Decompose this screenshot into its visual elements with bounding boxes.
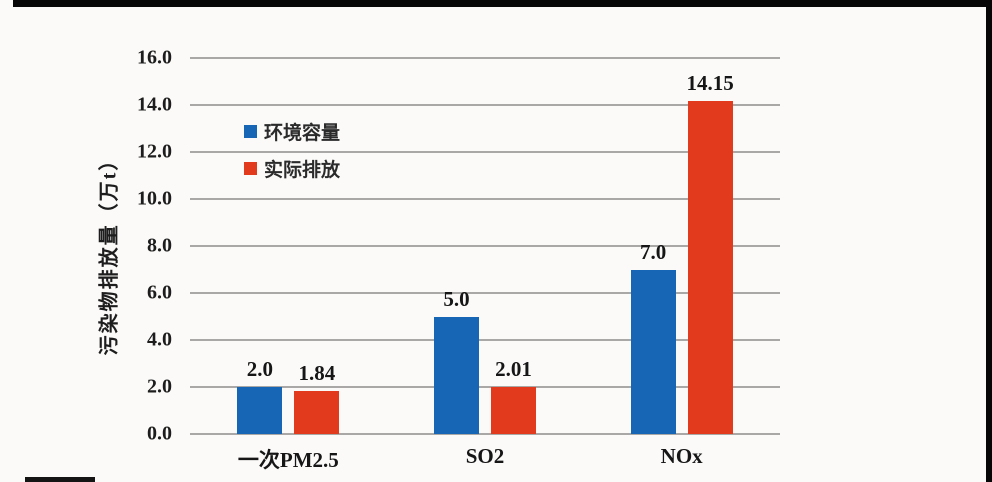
y-tick-label: 10.0 [137, 187, 172, 210]
y-tick-label: 6.0 [147, 281, 172, 304]
bar-value-label: 1.84 [298, 360, 336, 385]
screen-edge-bottom-left [25, 477, 95, 482]
category-label-0: 一次PM2.5 [237, 448, 339, 472]
bar-capacity-1 [434, 316, 479, 434]
gridline [190, 104, 780, 106]
legend-swatch-icon [244, 162, 257, 175]
bar-value-label: 5.0 [443, 286, 470, 311]
legend-label: 环境容量 [264, 123, 341, 144]
gridline [190, 339, 780, 341]
bar-value-label: 14.15 [686, 71, 734, 96]
gridline [190, 245, 780, 247]
plot-area: 环境容量实际排放 2.0 1.84 一次PM2.5 5.0 2.01 SO2 7.0 14.1… [190, 57, 780, 472]
bar-capacity-2 [630, 269, 676, 434]
bar-actual-0 [294, 390, 340, 434]
category-label-1: SO2 [465, 444, 505, 468]
y-tick-label: 0.0 [147, 422, 172, 445]
x-axis-baseline [190, 433, 780, 435]
y-tick-label: 16.0 [137, 46, 172, 69]
bar-capacity-0 [237, 387, 283, 434]
gridline [190, 386, 780, 388]
legend: 环境容量 实际排放 [244, 118, 340, 182]
y-tick-label: 4.0 [147, 328, 172, 351]
category-label-2: NOx [660, 444, 703, 468]
gridline [190, 198, 780, 200]
legend-item-0: 环境容量 [244, 118, 340, 145]
bar-value-label: 7.0 [640, 239, 667, 264]
legend-item-1: 实际排放 [244, 155, 340, 182]
gridline [190, 292, 780, 294]
bar-actual-2 [687, 101, 733, 434]
bar-value-label: 2.0 [246, 357, 273, 381]
gridline [190, 57, 780, 59]
bar-actual-1 [491, 386, 536, 434]
y-tick-label: 12.0 [137, 140, 172, 163]
legend-label: 实际排放 [264, 160, 341, 181]
gridline [190, 151, 780, 153]
legend-swatch-icon [244, 125, 257, 138]
y-tick-label: 2.0 [147, 375, 172, 398]
y-tick-label: 8.0 [147, 234, 172, 257]
screen-edge-top [13, 0, 992, 7]
y-axis-tick-labels: 0.0 2.0 4.0 6.0 8.0 10.0 12.0 14.0 16.0 [98, 47, 172, 445]
bar-value-label: 2.01 [495, 356, 532, 381]
screen-edge-right [986, 0, 992, 482]
y-tick-label: 14.0 [137, 93, 172, 116]
